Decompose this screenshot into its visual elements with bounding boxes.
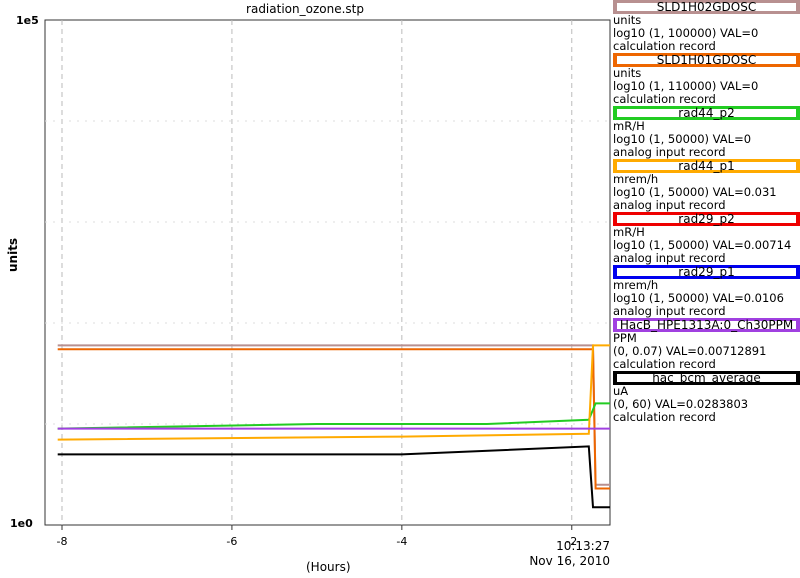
legend-type: analog input record xyxy=(613,304,726,318)
legend-range: log10 (1, 100000) VAL=0 xyxy=(613,26,759,40)
legend-name[interactable]: rad29_p2 xyxy=(613,212,800,226)
series-line xyxy=(57,402,610,430)
traces xyxy=(57,344,610,509)
legend-units: mR/H xyxy=(613,225,645,239)
legend-name[interactable]: rad44_p1 xyxy=(613,159,800,173)
x-tick-label: -4 xyxy=(396,535,408,548)
legend-name[interactable]: SLD1H02GDOSC xyxy=(613,0,800,14)
legend-units: units xyxy=(613,66,642,80)
legend-type: calculation record xyxy=(613,92,716,106)
legend-entry[interactable]: hac_bcm_average uA (0, 60) VAL=0.0283803 ca… xyxy=(613,371,800,424)
legend-entry[interactable]: SLD1H02GDOSC units log10 (1, 100000) VAL=0… xyxy=(613,0,800,53)
legend-type: analog input record xyxy=(613,145,726,159)
legend-name[interactable]: rad29_p1 xyxy=(613,265,800,279)
legend-entry[interactable]: HacB_HPE1313A:0_Ch30PPM PPM (0, 0.07) VAL=… xyxy=(613,318,800,371)
series-line xyxy=(57,348,610,490)
legend-units: mrem/h xyxy=(613,278,659,292)
stamp-time: 10:13:27 xyxy=(556,539,610,553)
legend-range: log10 (1, 50000) VAL=0.00714 xyxy=(613,238,792,252)
legend-range: log10 (1, 50000) VAL=0.0106 xyxy=(613,291,784,305)
legend-name[interactable]: hac_bcm_average xyxy=(613,371,800,385)
legend-type: calculation record xyxy=(613,357,716,371)
legend-units: uA xyxy=(613,384,629,398)
series-line xyxy=(57,344,610,441)
legend-range: (0, 60) VAL=0.0283803 xyxy=(613,397,749,411)
series-line xyxy=(57,344,610,486)
stamp-date: Nov 16, 2010 xyxy=(529,554,610,568)
legend-entry[interactable]: rad29_p2 mR/H log10 (1, 50000) VAL=0.00714… xyxy=(613,212,800,265)
legend-range: (0, 0.07) VAL=0.00712891 xyxy=(613,344,767,358)
y-tick-bottom: 1e0 xyxy=(10,517,33,530)
legend-units: units xyxy=(613,13,642,27)
legend-type: analog input record xyxy=(613,251,726,265)
legend-entry[interactable]: rad44_p2 mR/H log10 (1, 50000) VAL=0 analog… xyxy=(613,106,800,159)
legend-units: mrem/h xyxy=(613,172,659,186)
series-line xyxy=(57,445,610,509)
legend: SLD1H02GDOSC units log10 (1, 100000) VAL=0… xyxy=(613,0,800,424)
legend-type: analog input record xyxy=(613,198,726,212)
time-stamp: 10:13:27 Nov 16, 2010 xyxy=(528,539,610,569)
plot-frame xyxy=(44,19,611,526)
legend-name[interactable]: SLD1H01GDOSC xyxy=(613,53,800,67)
legend-type: calculation record xyxy=(613,410,716,424)
x-axis-label: (Hours) xyxy=(306,560,351,574)
x-tick-label: -8 xyxy=(56,535,68,548)
x-tick-label: -6 xyxy=(226,535,238,548)
window-title: radiation_ozone.stp xyxy=(246,2,364,16)
legend-range: log10 (1, 50000) VAL=0.031 xyxy=(613,185,777,199)
legend-units: mR/H xyxy=(613,119,645,133)
legend-type: calculation record xyxy=(613,39,716,53)
legend-range: log10 (1, 50000) VAL=0 xyxy=(613,132,752,146)
grid xyxy=(45,20,610,525)
legend-entry[interactable]: SLD1H01GDOSC units log10 (1, 110000) VAL=0… xyxy=(613,53,800,106)
legend-range: log10 (1, 110000) VAL=0 xyxy=(613,79,759,93)
legend-units: PPM xyxy=(613,331,637,345)
legend-entry[interactable]: rad44_p1 mrem/h log10 (1, 50000) VAL=0.031… xyxy=(613,159,800,212)
x-tick-label: -2 xyxy=(566,535,578,548)
legend-name[interactable]: HacB_HPE1313A:0_Ch30PPM xyxy=(613,318,800,332)
legend-entry[interactable]: rad29_p1 mrem/h log10 (1, 50000) VAL=0.010… xyxy=(613,265,800,318)
x-ticks xyxy=(61,525,573,530)
y-tick-top: 1e5 xyxy=(16,14,39,27)
legend-name[interactable]: rad44_p2 xyxy=(613,106,800,120)
